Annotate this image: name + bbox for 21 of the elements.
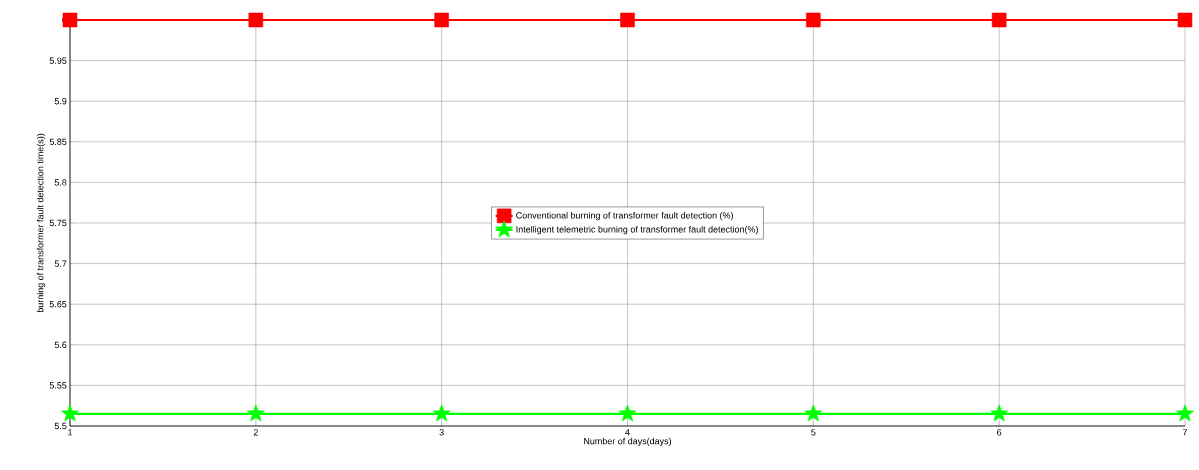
y-tick-label: 5.6	[54, 341, 67, 348]
y-axis-title: burning of transformer fault detection time(s))	[36, 133, 46, 313]
x-axis-title: Number of days(days)	[584, 437, 672, 447]
x-tick-label: 3	[439, 429, 444, 436]
y-tick-label: 5.5	[54, 422, 67, 430]
x-tick-label: 7	[1182, 429, 1188, 436]
legend-label: Intelligent telemetric burning of transformer fault detection(%)	[516, 225, 758, 235]
y-tick-label: 5.85	[49, 138, 67, 145]
x-tick-label: 1	[68, 429, 73, 436]
legend-label: Conventional burning of transformer fault detection (%)	[516, 211, 733, 221]
y-tick-label: 5.8	[54, 179, 67, 186]
y-tick-label: 5.65	[49, 301, 67, 308]
x-tick-label: 5	[811, 429, 816, 436]
y-tick-label: 5.75	[49, 219, 67, 227]
y-tick-label: 5.95	[49, 57, 67, 64]
y-tick-label: 5.55	[49, 382, 67, 389]
x-tick-label: 6	[997, 429, 1002, 436]
y-tick-label: 5.7	[54, 260, 67, 267]
y-tick-label: 5.9	[54, 98, 67, 105]
x-tick-label: 2	[253, 429, 258, 436]
x-tick-label: 4	[625, 429, 630, 436]
